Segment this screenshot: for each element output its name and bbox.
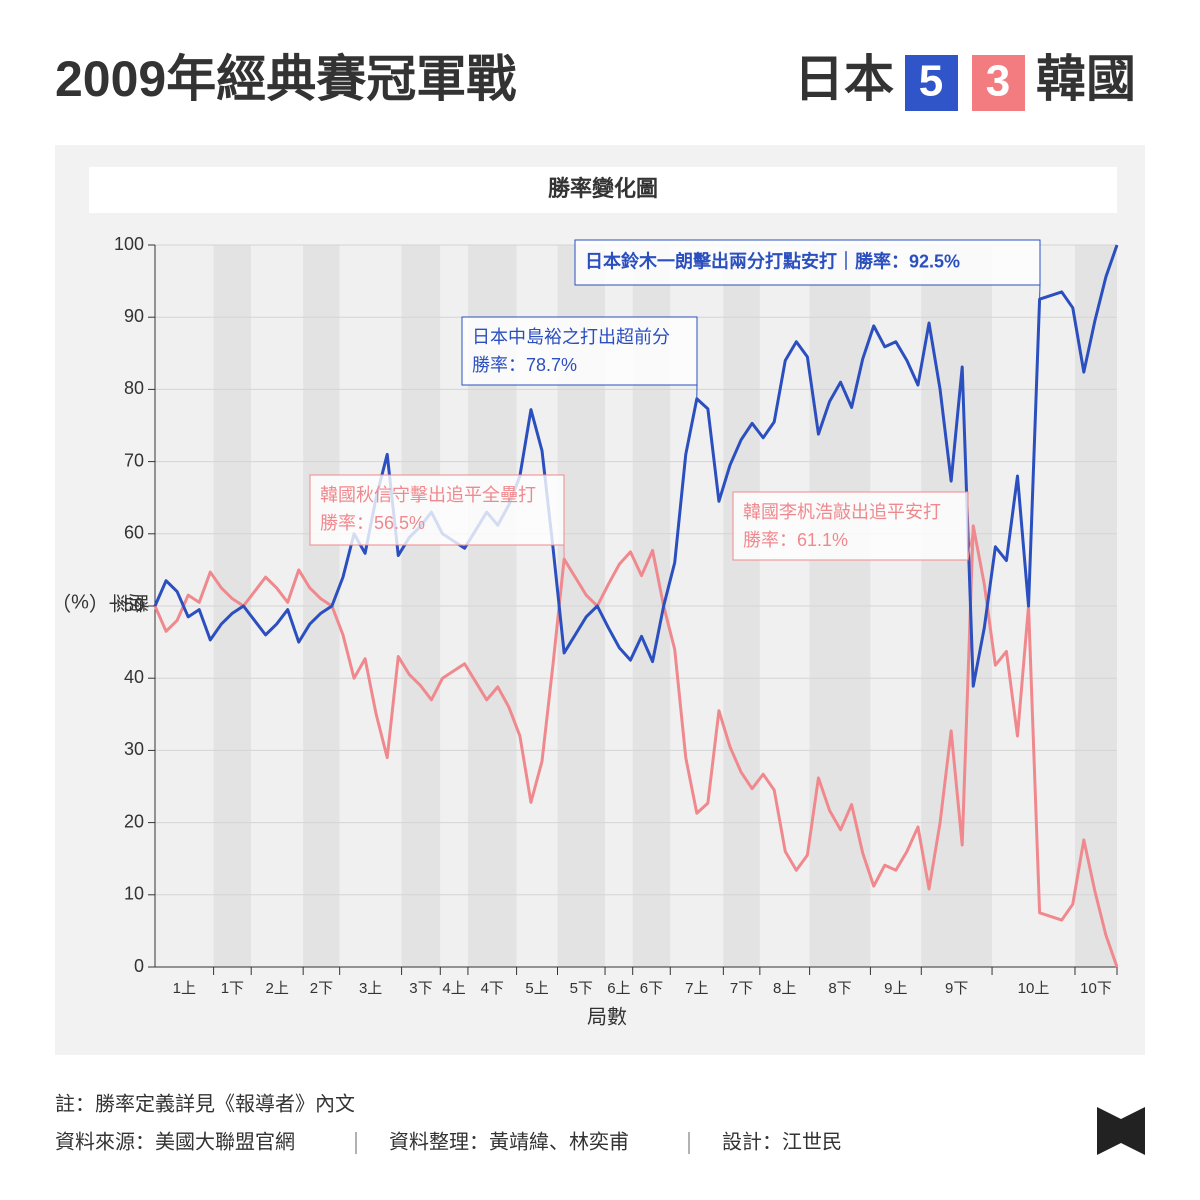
series-line xyxy=(153,244,1119,688)
team2: 韓國 xyxy=(1036,51,1136,107)
y-tick-label: 10 xyxy=(124,884,144,904)
x-tick-label: 3上 xyxy=(359,980,382,997)
y-tick-label: 60 xyxy=(124,523,144,543)
chart-title: 2009年經典賽冠軍戰 xyxy=(55,51,516,107)
x-tick-label: 7上 xyxy=(685,980,708,997)
footer-compiled: 資料整理：黃靖緯、林奕甫 xyxy=(389,1130,629,1153)
logo xyxy=(1097,1107,1145,1155)
score2: 3 xyxy=(986,57,1010,106)
annotation-box xyxy=(574,239,1041,286)
footer-design: 設計：江世民 xyxy=(722,1130,842,1153)
x-tick-label: 2下 xyxy=(310,980,333,997)
x-tick-label: 2上 xyxy=(266,980,289,997)
x-tick-label: 4下 xyxy=(481,980,504,997)
y-tick-label: 80 xyxy=(124,378,144,398)
x-tick-label: 1下 xyxy=(221,980,244,997)
y-tick-label: 50 xyxy=(124,595,144,615)
x-tick-label: 1上 xyxy=(173,980,196,997)
footer-note: 註：勝率定義詳見《報導者》內文 xyxy=(55,1092,355,1115)
x-tick-label: 3下 xyxy=(409,980,432,997)
y-tick-label: 40 xyxy=(124,667,144,687)
annotation-box xyxy=(461,316,698,386)
subtitle-box xyxy=(89,167,1117,213)
annotation-text: 勝率：61.1% xyxy=(743,530,848,550)
x-tick-label: 7下 xyxy=(730,980,753,997)
score-box xyxy=(972,55,1025,111)
score-box xyxy=(905,55,958,111)
annotation-text: 日本鈴木一朗擊出兩分打點安打｜勝率：92.5% xyxy=(585,250,960,271)
y-tick-label: 90 xyxy=(124,306,144,326)
x-tick-label: 10上 xyxy=(1018,980,1050,997)
annotation-text: 勝率：78.7% xyxy=(472,355,577,375)
series-line xyxy=(153,524,1119,968)
annotation-text: 韓國李杋浩敲出追平安打 xyxy=(743,502,941,522)
x-tick-label: 6下 xyxy=(640,980,663,997)
y-tick-label: 70 xyxy=(124,450,144,470)
x-tick-label: 5下 xyxy=(570,980,593,997)
x-tick-label: 8下 xyxy=(828,980,851,997)
annotation-text: 勝率：56.5% xyxy=(320,513,425,533)
y-tick-label: 20 xyxy=(124,811,144,831)
footer-source: 資料來源：美國大聯盟官網 xyxy=(55,1130,295,1153)
x-axis-label: 局數 xyxy=(587,1005,627,1028)
annotation-text: 日本中島裕之打出超前分 xyxy=(472,327,670,347)
x-tick-label: 5上 xyxy=(525,980,548,997)
x-tick-label: 10下 xyxy=(1080,980,1112,997)
annotation-box xyxy=(732,491,969,561)
y-tick-label: 100 xyxy=(114,234,144,254)
y-tick-label: 0 xyxy=(134,956,144,976)
score1: 5 xyxy=(919,57,943,106)
y-axis-label: 勝率（%） xyxy=(51,590,149,613)
x-tick-label: 9上 xyxy=(884,980,907,997)
annotation-box xyxy=(309,474,565,546)
x-tick-label: 9下 xyxy=(945,980,968,997)
x-tick-label: 8上 xyxy=(773,980,796,997)
chart-subtitle: 勝率變化圖 xyxy=(548,176,658,201)
y-tick-label: 30 xyxy=(124,739,144,759)
x-tick-label: 4上 xyxy=(442,980,465,997)
x-tick-label: 6上 xyxy=(607,980,630,997)
annotation-text: 韓國秋信守擊出追平全壘打 xyxy=(320,485,536,505)
team1: 日本 xyxy=(794,51,894,107)
